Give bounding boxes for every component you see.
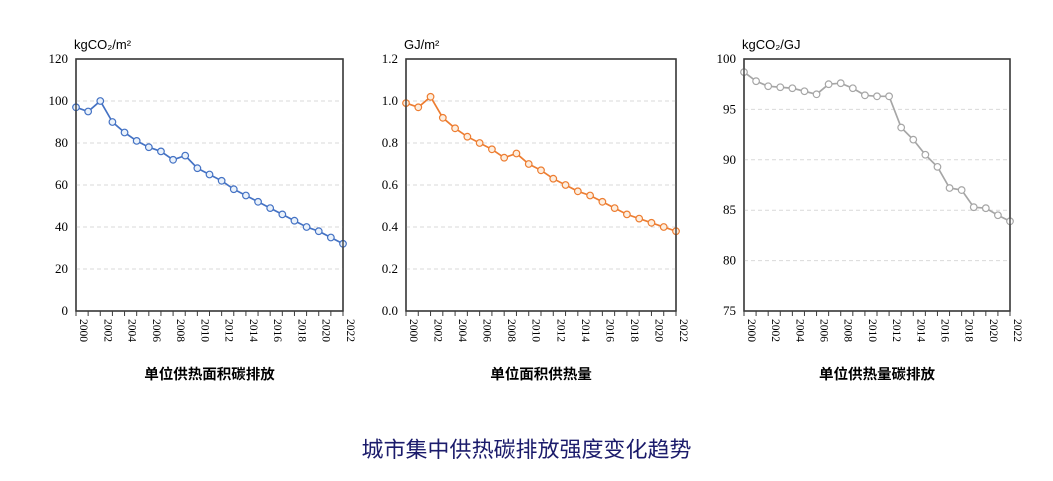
svg-text:2006: 2006 (818, 319, 830, 342)
svg-text:2014: 2014 (579, 319, 591, 342)
svg-text:2020: 2020 (987, 319, 999, 342)
svg-text:2008: 2008 (842, 319, 854, 342)
svg-text:2006: 2006 (150, 319, 162, 342)
svg-text:2022: 2022 (344, 319, 356, 342)
svg-text:2018: 2018 (295, 319, 307, 342)
svg-text:60: 60 (55, 177, 68, 192)
svg-text:95: 95 (723, 101, 736, 116)
svg-text:2016: 2016 (603, 319, 615, 342)
svg-text:0.0: 0.0 (382, 303, 398, 318)
svg-text:2022: 2022 (677, 319, 689, 342)
svg-text:kgCO₂/GJ: kgCO₂/GJ (742, 37, 801, 52)
svg-text:100: 100 (49, 93, 69, 108)
svg-text:20: 20 (55, 261, 68, 276)
svg-text:80: 80 (723, 253, 736, 268)
svg-text:2016: 2016 (938, 319, 950, 342)
svg-text:0.8: 0.8 (382, 135, 398, 150)
svg-text:2006: 2006 (481, 319, 493, 342)
svg-text:80: 80 (55, 135, 68, 150)
svg-text:2002: 2002 (101, 319, 113, 342)
svg-text:单位供热面积碳排放: 单位供热面积碳排放 (144, 363, 275, 384)
svg-text:2020: 2020 (652, 319, 664, 342)
svg-text:90: 90 (723, 152, 736, 167)
svg-text:2010: 2010 (198, 319, 210, 342)
svg-text:40: 40 (55, 219, 68, 234)
svg-text:2014: 2014 (247, 319, 259, 342)
svg-text:2010: 2010 (530, 319, 542, 342)
svg-text:120: 120 (49, 51, 69, 66)
svg-text:0: 0 (62, 303, 69, 318)
svg-text:2002: 2002 (769, 319, 781, 342)
svg-text:1.2: 1.2 (382, 51, 398, 66)
svg-text:85: 85 (723, 202, 736, 217)
svg-text:2010: 2010 (866, 319, 878, 342)
svg-text:2000: 2000 (407, 319, 419, 342)
svg-text:2000: 2000 (77, 319, 89, 342)
svg-text:1.0: 1.0 (382, 93, 398, 108)
svg-text:2004: 2004 (793, 319, 805, 342)
svg-text:2018: 2018 (628, 319, 640, 342)
svg-text:2008: 2008 (174, 319, 186, 342)
svg-text:kgCO₂/m²: kgCO₂/m² (74, 37, 132, 52)
svg-text:2016: 2016 (271, 319, 283, 342)
svg-text:0.6: 0.6 (382, 177, 399, 192)
svg-text:2012: 2012 (223, 319, 235, 342)
svg-text:2020: 2020 (320, 319, 332, 342)
svg-text:2002: 2002 (432, 319, 444, 342)
svg-text:0.2: 0.2 (382, 261, 398, 276)
svg-text:2022: 2022 (1011, 319, 1023, 342)
svg-text:单位供热量碳排放: 单位供热量碳排放 (819, 363, 935, 384)
svg-text:2012: 2012 (554, 319, 566, 342)
svg-text:100: 100 (717, 51, 737, 66)
svg-text:75: 75 (723, 303, 736, 318)
svg-text:2018: 2018 (963, 319, 975, 342)
svg-text:2014: 2014 (914, 319, 926, 342)
svg-text:2012: 2012 (890, 319, 902, 342)
svg-text:2004: 2004 (126, 319, 138, 342)
svg-text:0.4: 0.4 (382, 219, 399, 234)
svg-text:2008: 2008 (505, 319, 517, 342)
svg-text:2000: 2000 (745, 319, 757, 342)
svg-text:单位面积供热量: 单位面积供热量 (490, 363, 592, 384)
svg-text:GJ/m²: GJ/m² (404, 37, 440, 52)
svg-text:2004: 2004 (456, 319, 468, 342)
